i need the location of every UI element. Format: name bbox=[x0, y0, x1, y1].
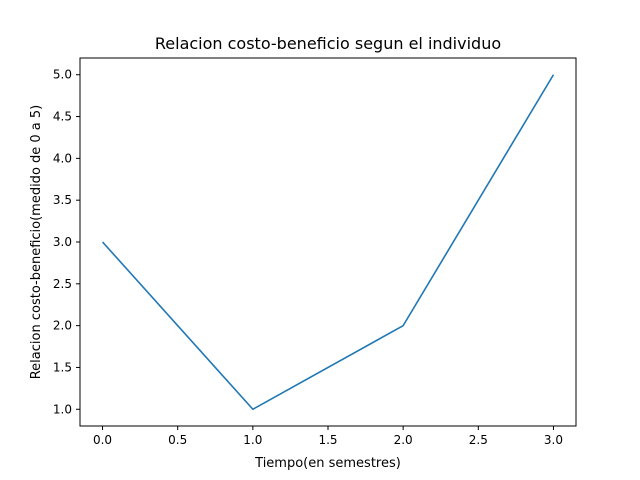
y-axis-label: Relacion costo-beneficio(medido de 0 a 5… bbox=[29, 105, 44, 380]
plot-area bbox=[80, 58, 576, 426]
chart-title: Relacion costo-beneficio segun el indivi… bbox=[155, 34, 501, 53]
y-tick-label: 4.0 bbox=[53, 151, 72, 165]
y-tick-label: 3.5 bbox=[53, 193, 72, 207]
y-tick-label: 2.5 bbox=[53, 277, 72, 291]
x-axis-label: Tiempo(en semestres) bbox=[254, 456, 401, 471]
axes-spines bbox=[79, 57, 577, 427]
x-tick-label: 1.0 bbox=[243, 433, 262, 447]
series-line-0 bbox=[101, 74, 555, 411]
y-tick-label: 4.5 bbox=[53, 110, 72, 124]
x-tick-label: 1.5 bbox=[318, 433, 337, 447]
y-tick-label: 3.0 bbox=[53, 235, 72, 249]
x-tick-label: 2.0 bbox=[394, 433, 413, 447]
series-layer bbox=[101, 74, 555, 411]
x-tick-label: 0.5 bbox=[168, 433, 187, 447]
x-tick-label: 0.0 bbox=[93, 433, 112, 447]
y-tick-label: 1.5 bbox=[53, 360, 72, 374]
y-axis-ticks: 1.0 1.5 2.0 2.5 3.0 3.5 4.0 4.5 5.0 bbox=[53, 68, 80, 416]
x-tick-label: 2.5 bbox=[469, 433, 488, 447]
y-tick-label: 1.0 bbox=[53, 402, 72, 416]
y-tick-label: 2.0 bbox=[53, 319, 72, 333]
axes-frame bbox=[79, 57, 577, 427]
y-tick-label: 5.0 bbox=[53, 68, 72, 82]
x-tick-label: 3.0 bbox=[544, 433, 563, 447]
x-axis-ticks: 0.0 0.5 1.0 1.5 2.0 2.5 3.0 bbox=[93, 426, 563, 447]
